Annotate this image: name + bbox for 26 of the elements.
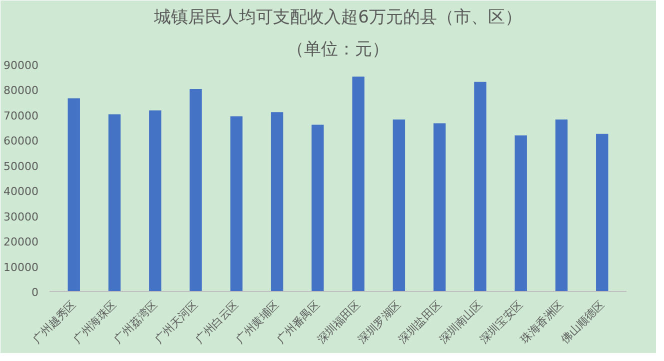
bar xyxy=(433,123,446,292)
y-tick-label: 20000 xyxy=(4,236,39,249)
y-tick-label: 70000 xyxy=(4,109,39,122)
y-tick-label: 10000 xyxy=(4,260,39,274)
y-tick-label: 60000 xyxy=(4,134,39,148)
bar xyxy=(230,116,243,292)
chart-title: 城镇居民人均可支配收入超6万元的县（市、区） xyxy=(153,8,522,28)
y-tick-label: 40000 xyxy=(4,185,39,198)
bar xyxy=(352,76,364,292)
bar xyxy=(474,82,486,292)
y-tick-label: 80000 xyxy=(4,84,39,98)
y-tick-label: 90000 xyxy=(4,59,39,72)
bar xyxy=(108,114,121,292)
y-tick-label: 50000 xyxy=(4,160,39,173)
bar xyxy=(190,88,202,292)
bar xyxy=(149,110,162,292)
chart-subtitle: （单位：元） xyxy=(287,40,389,60)
bar xyxy=(68,98,80,292)
y-tick-label: 30000 xyxy=(4,210,39,224)
bar xyxy=(514,135,527,292)
bar xyxy=(596,134,608,292)
bar xyxy=(555,119,568,292)
bar xyxy=(270,112,284,292)
bar xyxy=(392,119,406,292)
y-tick-label: 0 xyxy=(32,286,38,299)
bar xyxy=(312,124,324,292)
